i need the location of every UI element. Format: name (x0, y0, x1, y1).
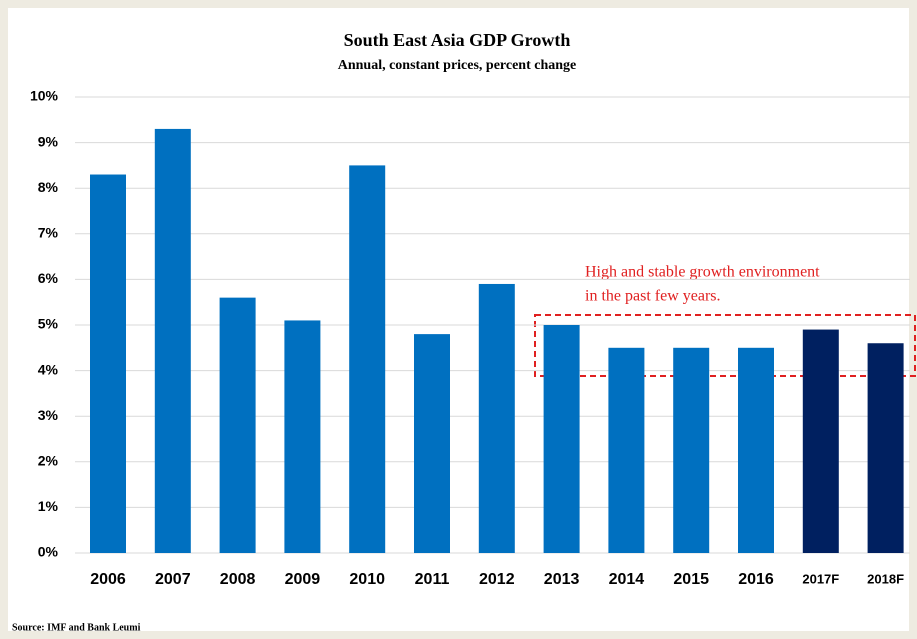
bar (608, 347, 645, 553)
x-tick-label: 2008 (220, 571, 256, 588)
y-tick-label: 4% (38, 361, 59, 377)
x-tick-label: 2016 (738, 571, 774, 588)
bar (738, 347, 774, 553)
bar (543, 325, 580, 553)
y-tick-label: 10% (30, 88, 59, 104)
bar (90, 174, 126, 553)
annotation-box (534, 314, 916, 377)
y-tick-label: 3% (38, 407, 59, 423)
y-tick-label: 6% (38, 270, 59, 286)
bar (802, 329, 839, 553)
x-tick-label: 2012 (479, 571, 515, 588)
bar (673, 347, 710, 553)
x-tick-label: 2014 (609, 571, 645, 588)
y-tick-label: 1% (38, 498, 59, 514)
x-tick-label: 2013 (544, 571, 580, 588)
bar (349, 165, 386, 553)
y-tick-label: 2% (38, 453, 59, 469)
x-tick-label: 2006 (90, 571, 126, 588)
annotation: High and stable growth environment (585, 264, 820, 281)
y-tick-label: 0% (38, 544, 59, 560)
x-tick-label: 2009 (285, 571, 321, 588)
bar (284, 320, 321, 553)
y-tick-label: 9% (38, 133, 59, 149)
bar (867, 343, 904, 553)
chart-subtitle: Annual, constant prices, percent change (338, 58, 577, 73)
x-tick-label: 2015 (673, 571, 709, 588)
bar (219, 297, 256, 553)
bar (154, 128, 191, 554)
x-tick-label: 2018F (867, 571, 904, 586)
x-tick-label: 2017F (802, 571, 839, 586)
x-tick-label: 2010 (349, 571, 385, 588)
bar (478, 283, 515, 553)
y-tick-label: 8% (38, 179, 59, 195)
x-tick-label: 2011 (415, 571, 450, 588)
x-tick-label: 2007 (155, 571, 191, 588)
bar (414, 334, 450, 553)
chart-title: South East Asia GDP Growth (344, 30, 571, 50)
y-tick-label: 7% (38, 225, 59, 241)
source: Source: IMF and Bank Leumi (12, 622, 141, 633)
annotation: in the past few years. (585, 288, 721, 305)
y-tick-label: 5% (38, 316, 59, 332)
